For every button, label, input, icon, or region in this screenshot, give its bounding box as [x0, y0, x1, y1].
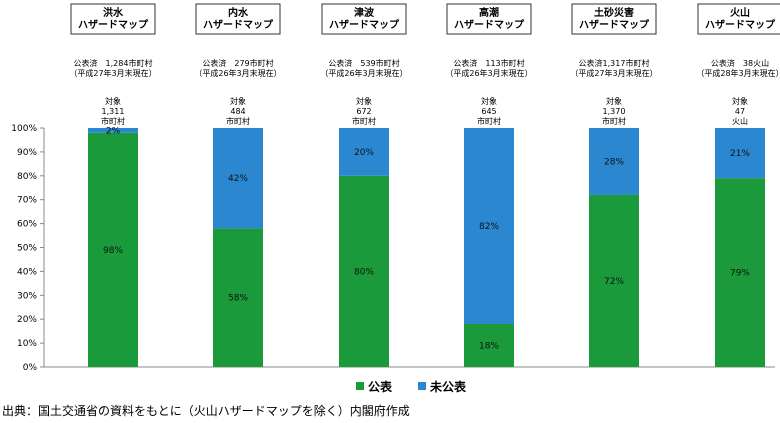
target-note: 市町村	[226, 116, 250, 126]
category-title-box	[446, 3, 532, 35]
data-label-unpublished: 21%	[730, 149, 750, 159]
category-title: ハザードマップ	[705, 18, 776, 31]
target-note: 672	[356, 107, 371, 116]
data-label-unpublished: 28%	[604, 157, 624, 167]
category-title: 津波	[354, 6, 375, 19]
target-note: 市町村	[352, 116, 376, 126]
published-note: 公表済 1,284市町村	[74, 58, 153, 68]
published-note: （平成27年3月末現在）	[69, 68, 156, 78]
legend-label: 公表	[368, 379, 393, 394]
data-label-published: 18%	[479, 341, 499, 351]
data-label-unpublished: 42%	[228, 174, 248, 184]
source-note: 出典：国土交通省の資料をもとに（火山ハザードマップを除く）内閣府作成	[2, 403, 410, 418]
y-tick-label: 50%	[17, 244, 37, 254]
y-tick-label: 40%	[17, 267, 37, 277]
published-note: （平成28年3月末現在）	[696, 68, 780, 78]
y-tick-label: 60%	[17, 220, 37, 230]
target-note: 対象	[230, 96, 246, 106]
category-title: ハザードマップ	[579, 18, 650, 31]
target-note: 火山	[732, 116, 748, 126]
target-note: 対象	[606, 96, 622, 106]
category-title-box	[571, 3, 657, 35]
category-title-box	[321, 3, 407, 35]
published-note: 公表済1,317市町村	[579, 58, 650, 68]
y-tick-label: 90%	[17, 148, 37, 158]
bar-unpublished	[589, 128, 639, 195]
bar-groups: 98% 2% 58% 42% 80% 20% 18% 82% 72% 28% 79% 21%	[88, 126, 765, 367]
target-note: 市町村	[477, 116, 501, 126]
data-label-published: 72%	[604, 277, 624, 287]
target-note: 1,311	[102, 107, 125, 116]
published-note: 公表済 38火山	[711, 58, 769, 68]
target-note: 対象	[356, 96, 372, 106]
y-tick-label: 10%	[17, 339, 37, 349]
target-note: 484	[230, 107, 245, 116]
published-note: 公表済 279市町村	[202, 58, 273, 68]
bar-published	[589, 194, 639, 367]
bar-published	[339, 175, 389, 367]
data-label-unpublished: 2%	[106, 126, 121, 136]
bar-unpublished	[464, 128, 514, 324]
bar-published	[715, 178, 765, 367]
category-title: 高潮	[479, 6, 499, 19]
y-tick-label: 20%	[17, 315, 37, 325]
target-note: 対象	[732, 96, 748, 106]
category-title: 洪水	[103, 6, 124, 19]
bar-unpublished	[88, 128, 138, 133]
bar-published	[464, 323, 514, 367]
published-note: 公表済 113市町村	[453, 58, 524, 68]
category-title: 火山	[730, 6, 750, 19]
category-title: 土砂災害	[594, 6, 634, 19]
y-tick-label: 100%	[11, 124, 37, 134]
y-tick-label: 70%	[17, 196, 37, 206]
target-note: 市町村	[101, 116, 125, 126]
y-tick-label: 0%	[23, 363, 38, 373]
data-label-published: 80%	[354, 267, 374, 277]
category-title: ハザードマップ	[203, 18, 274, 31]
data-label-published: 98%	[103, 246, 123, 256]
data-label-unpublished: 82%	[479, 222, 499, 232]
category-title: 内水	[228, 6, 249, 19]
legend-label: 未公表	[429, 379, 467, 394]
bar-published	[88, 132, 138, 367]
target-note: 市町村	[602, 116, 626, 126]
published-note: （平成27年3月末現在）	[570, 68, 657, 78]
category-title-box	[697, 3, 780, 35]
category-title: ハザードマップ	[78, 18, 149, 31]
target-note: 対象	[481, 96, 497, 106]
y-tick-label: 80%	[17, 172, 37, 182]
y-axis: 0% 10% 20% 30% 40% 50% 60% 70% 80% 90% 100%	[11, 124, 775, 373]
bar-unpublished	[339, 128, 389, 176]
category-title: ハザードマップ	[329, 18, 400, 31]
published-note: （平成26年3月末現在）	[194, 68, 281, 78]
target-note: 47	[735, 107, 745, 116]
category-title: ハザードマップ	[454, 18, 525, 31]
data-label-published: 79%	[730, 269, 750, 279]
legend: 公表 未公表	[356, 379, 467, 394]
target-note: 対象	[105, 96, 121, 106]
published-note: （平成26年3月末現在）	[445, 68, 532, 78]
bar-unpublished	[715, 128, 765, 179]
target-note: 645	[481, 107, 496, 116]
bar-published	[213, 228, 263, 367]
legend-swatch	[356, 382, 364, 390]
legend-swatch	[418, 382, 426, 390]
target-note: 1,370	[603, 107, 626, 116]
data-label-published: 58%	[228, 294, 248, 304]
published-note: 公表済 539市町村	[328, 58, 399, 68]
published-note: （平成26年3月末現在）	[320, 68, 407, 78]
bar-unpublished	[213, 128, 263, 229]
y-tick-label: 30%	[17, 291, 37, 301]
data-label-unpublished: 20%	[354, 148, 374, 158]
category-title-box	[70, 3, 156, 35]
category-title-box	[195, 3, 281, 35]
